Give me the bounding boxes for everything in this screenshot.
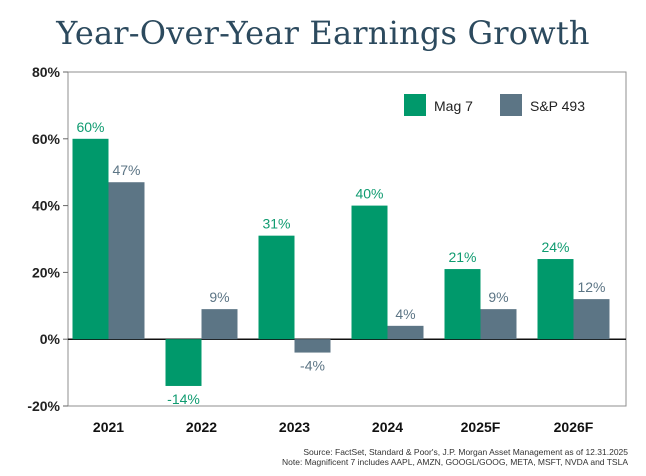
data-label: 31% <box>262 216 290 232</box>
y-tick-label: 80% <box>32 64 61 80</box>
bar-sp493 <box>480 309 517 340</box>
data-label: 21% <box>448 249 476 265</box>
bar-mag7 <box>258 235 295 340</box>
chart-title: Year-Over-Year Earnings Growth <box>56 14 590 52</box>
y-tick-label: -20% <box>27 398 60 414</box>
data-label: 12% <box>577 279 605 295</box>
data-label: 40% <box>355 186 383 202</box>
x-tick-label: 2021 <box>93 419 124 435</box>
legend: Mag 7 S&P 493 <box>404 94 585 116</box>
legend-label: Mag 7 <box>434 98 473 114</box>
y-tick-label: 0% <box>40 331 61 347</box>
legend-swatch <box>404 94 426 116</box>
x-tick-label: 2022 <box>186 419 217 435</box>
bar-sp493 <box>294 339 331 353</box>
x-tick-label: 2026F <box>554 419 594 435</box>
y-tick-label: 60% <box>32 131 61 147</box>
x-tick-label: 2025F <box>461 419 501 435</box>
bar-mag7 <box>537 259 574 340</box>
bar-mag7 <box>72 138 109 340</box>
data-label: 24% <box>541 239 569 255</box>
plot-frame <box>67 71 627 407</box>
bar-mag7 <box>351 205 388 340</box>
y-tick-label: 20% <box>32 264 61 280</box>
data-label: 47% <box>112 162 140 178</box>
bar-mag7 <box>165 339 202 386</box>
bar-sp493 <box>387 325 424 340</box>
x-tick-label: 2024 <box>372 419 403 435</box>
bar-sp493 <box>108 182 145 340</box>
bar-mag7 <box>444 269 481 340</box>
source-line: Source: FactSet, Standard & Poor's, J.P.… <box>303 447 628 457</box>
note-line: Note: Magnificent 7 includes AAPL, AMZN,… <box>282 457 628 467</box>
legend-swatch <box>500 94 522 116</box>
legend-label: S&P 493 <box>530 98 585 114</box>
bar-sp493 <box>201 309 238 340</box>
bars <box>72 138 610 386</box>
y-tick-label: 40% <box>32 198 61 214</box>
data-labels: 60% 47% -14% 9% 31% -4% 40% 4% 21% 9% 24% 12% <box>76 119 605 407</box>
source-note: Source: FactSet, Standard & Poor's, J.P.… <box>282 447 628 467</box>
bar-sp493 <box>573 299 610 340</box>
data-label: 9% <box>209 289 229 305</box>
data-label: 60% <box>76 119 104 135</box>
x-tick-label: 2023 <box>279 419 310 435</box>
data-label: -4% <box>300 358 325 374</box>
data-label: 4% <box>395 306 415 322</box>
axes: -20% 0% 20% 40% 60% 80% 2021 2022 2023 2024 2025F 2… <box>27 64 627 435</box>
data-label: -14% <box>167 391 200 407</box>
data-label: 9% <box>488 289 508 305</box>
